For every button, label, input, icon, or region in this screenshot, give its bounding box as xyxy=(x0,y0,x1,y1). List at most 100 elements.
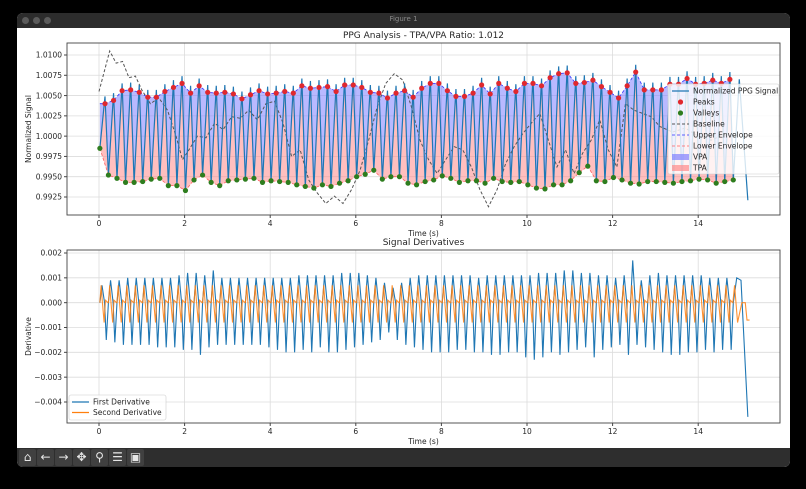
valley-marker xyxy=(705,177,711,183)
back-arrow-icon: ← xyxy=(40,450,51,464)
first-derivative-line xyxy=(99,260,749,417)
maximize-window-button[interactable] xyxy=(44,17,51,24)
legend-label: Valleys xyxy=(693,109,719,118)
peak-marker xyxy=(624,83,630,89)
peak-marker xyxy=(564,70,570,76)
x-tick-label: 10 xyxy=(522,427,532,436)
legend-label: Second Derivative xyxy=(93,408,162,417)
zoom-magnifier-icon: ⚲ xyxy=(95,450,104,464)
valley-marker xyxy=(610,174,617,181)
peak-marker xyxy=(239,96,245,102)
peak-marker xyxy=(350,82,356,88)
configure-subplots-button[interactable]: ☰ xyxy=(109,449,126,466)
zoom-magnifier-button[interactable]: ⚲ xyxy=(91,449,108,466)
y-tick-label: −0.004 xyxy=(34,398,62,407)
valley-marker xyxy=(696,176,702,182)
peak-marker xyxy=(273,90,279,96)
minimize-window-button[interactable] xyxy=(33,17,40,24)
legend-entry: Valleys xyxy=(677,109,719,118)
peak-marker xyxy=(376,90,382,96)
valley-marker xyxy=(482,180,488,186)
valley-marker xyxy=(422,178,428,185)
chart-title: PPG Analysis - TPA/VPA Ratio: 1.012 xyxy=(343,31,504,41)
ppg-signal-line xyxy=(99,64,749,201)
peak-marker xyxy=(205,89,211,95)
title-bar[interactable]: Figure 1 xyxy=(17,13,790,28)
valley-marker xyxy=(174,183,180,189)
peak-marker xyxy=(598,84,605,90)
close-window-button[interactable] xyxy=(22,17,29,24)
peak-marker xyxy=(573,80,579,86)
legend-entry: VPA xyxy=(672,153,708,162)
valley-marker xyxy=(294,182,300,188)
pan-move-button[interactable]: ✥ xyxy=(73,449,90,466)
y-axis-label: Normalized Signal xyxy=(24,95,33,163)
x-tick-label: 4 xyxy=(268,427,273,436)
save-floppy-icon: ▣ xyxy=(129,450,142,464)
x-tick-label: 4 xyxy=(268,219,273,228)
y-tick-label: 0.001 xyxy=(41,274,63,283)
peak-marker xyxy=(530,80,536,86)
y-tick-label: 1.0000 xyxy=(36,132,62,141)
peak-marker xyxy=(299,83,305,89)
valley-marker xyxy=(662,179,668,185)
legend-entry: Second Derivative xyxy=(72,408,162,417)
peak-marker xyxy=(538,83,545,89)
valley-marker xyxy=(259,179,266,185)
valley-marker xyxy=(542,186,548,192)
x-tick-label: 2 xyxy=(182,427,187,436)
peak-marker xyxy=(727,76,733,82)
legend-entry: Peaks xyxy=(677,98,715,107)
home-button[interactable]: ⌂ xyxy=(19,449,36,466)
valley-marker xyxy=(105,172,112,178)
back-arrow-button[interactable]: ← xyxy=(37,449,54,466)
valley-marker xyxy=(516,178,522,185)
peak-marker xyxy=(710,77,716,83)
second-derivative-line xyxy=(99,285,750,323)
y-tick-label: 1.0050 xyxy=(36,91,62,100)
valley-marker xyxy=(122,179,129,185)
peak-marker xyxy=(119,88,125,94)
peak-marker xyxy=(359,84,365,91)
x-tick-label: 2 xyxy=(182,219,187,228)
peak-marker xyxy=(641,87,647,93)
valley-marker xyxy=(277,178,283,185)
valley-marker xyxy=(148,176,154,182)
valley-marker xyxy=(97,145,103,151)
peak-marker xyxy=(504,85,510,91)
save-floppy-button[interactable]: ▣ xyxy=(127,449,144,466)
valley-marker xyxy=(225,178,231,184)
x-axis-label: Time (s) xyxy=(407,437,439,446)
valley-marker xyxy=(362,171,368,177)
valley-marker xyxy=(602,178,608,185)
valley-marker xyxy=(234,177,240,183)
peak-marker xyxy=(470,90,476,96)
legend-label: VPA xyxy=(693,153,708,162)
peak-marker xyxy=(384,95,391,101)
valley-marker xyxy=(525,182,531,188)
peak-marker xyxy=(453,93,459,99)
peak-marker xyxy=(162,88,168,95)
valley-marker xyxy=(568,178,574,184)
legend-entry: First Derivative xyxy=(72,398,150,407)
peak-marker xyxy=(222,89,228,95)
legend-entry: Lower Envelope xyxy=(672,142,753,151)
legend-swatch xyxy=(677,99,684,105)
peak-marker xyxy=(513,88,519,95)
valley-marker xyxy=(379,176,385,182)
valley-marker xyxy=(550,182,557,188)
forward-arrow-button[interactable]: → xyxy=(55,449,72,466)
peak-marker xyxy=(436,80,442,86)
axes-frame xyxy=(66,42,781,216)
valley-marker xyxy=(405,180,411,186)
peak-marker xyxy=(444,88,450,94)
legend-entry: TPA xyxy=(672,164,708,173)
peak-marker xyxy=(247,92,254,98)
legend-label: Lower Envelope xyxy=(693,142,753,151)
x-tick-label: 12 xyxy=(608,219,618,228)
axes-frame xyxy=(66,249,781,424)
valley-marker xyxy=(653,178,659,185)
peak-marker xyxy=(170,84,177,91)
valley-marker xyxy=(491,175,497,181)
